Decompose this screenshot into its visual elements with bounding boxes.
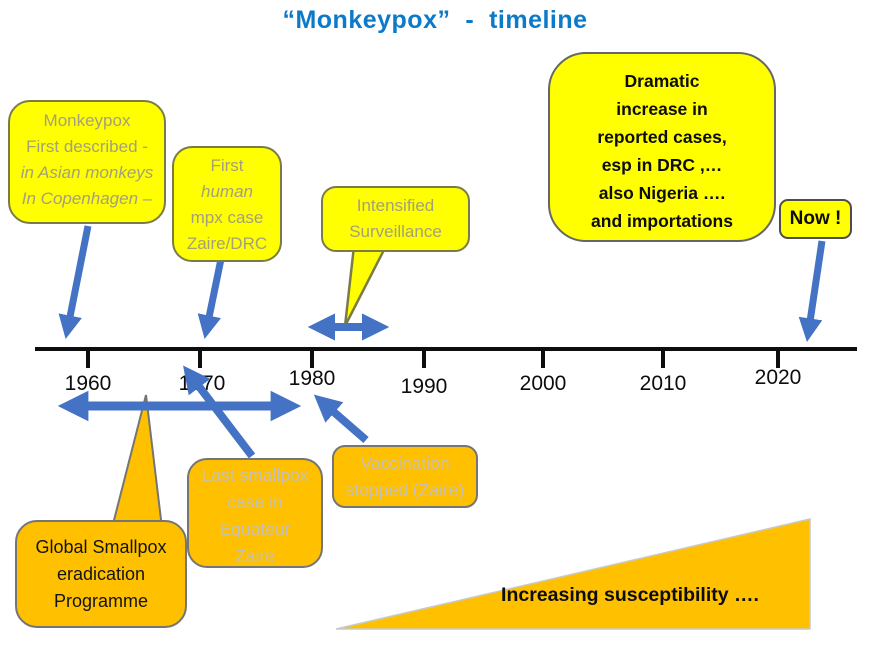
arrow-last-smallpox [183, 365, 256, 459]
callout-global-smallpox: Global Smallpox eradication Programme [15, 520, 187, 628]
callout-line: increase in [616, 99, 708, 119]
callout-first-human-case: First human mpx case Zaire/DRC [172, 146, 282, 262]
slide-title: “Monkeypox” - timeline [282, 6, 588, 34]
arrow-vaccination-stopped [313, 394, 369, 444]
callout-line: Monkeypox [43, 111, 131, 130]
timeline-tick [422, 347, 426, 368]
arrow-now [798, 240, 826, 343]
arrow-monkeypox-described [58, 225, 92, 340]
callout-line: in Asian monkeys [20, 163, 154, 182]
year-label: 1960 [64, 372, 112, 395]
callout-line: Zaire [235, 546, 275, 566]
callout-line: In Copenhagen – [21, 189, 153, 208]
callout-line: Intensified [356, 196, 435, 215]
timeline-tick [310, 347, 314, 368]
callout-line: also Nigeria …. [598, 183, 726, 203]
callout-line: First [210, 156, 244, 175]
year-label: 1980 [288, 367, 336, 390]
callout-line: human [201, 182, 253, 201]
arrow-first-human-case [197, 258, 225, 339]
callout-last-smallpox: Last smallpox case in Equateur Zaire [187, 458, 323, 568]
callout-vaccination-stopped: Vaccination stopped (Zaire) [332, 445, 478, 508]
callout-line: and importations [591, 211, 733, 231]
callout-line: mpx case [190, 208, 264, 227]
callout-intensified-surveillance: Intensified Surveillance [321, 186, 470, 252]
wedge-label: Increasing susceptibility …. [501, 584, 759, 606]
callout-line: esp in DRC ,… [601, 155, 723, 175]
callout-line: Programme [53, 591, 149, 611]
callout-now: Now ! [779, 199, 852, 239]
year-label: 2020 [754, 366, 802, 389]
callout-line: Last smallpox [201, 465, 309, 485]
callout-line: stopped (Zaire) [345, 480, 465, 500]
year-label: 2010 [639, 372, 687, 395]
callout-line: Surveillance [349, 222, 442, 241]
year-label: 2000 [519, 372, 567, 395]
callout-line: reported cases, [597, 127, 727, 147]
callout-line: eradication [56, 564, 146, 584]
callout-line: Global Smallpox [35, 537, 167, 557]
callout-line: First described - [26, 137, 148, 156]
timeline-tick [661, 347, 665, 368]
timeline-tick [541, 347, 545, 368]
timeline-axis [35, 347, 857, 351]
susceptibility-wedge [335, 518, 811, 630]
callout-line: Dramatic [624, 71, 700, 91]
timeline-tick [198, 347, 202, 368]
year-label: 1990 [400, 375, 448, 398]
timeline-tick [86, 347, 90, 368]
timeline-tick [776, 347, 780, 368]
callout-line: case in [227, 492, 283, 512]
callout-line: Zaire/DRC [186, 234, 268, 253]
callout-line: Vaccination [360, 453, 450, 473]
callout-monkeypox-described: Monkeypox First described - in Asian mon… [8, 100, 166, 224]
callout-line: Equateur [219, 519, 291, 539]
callout-dramatic-increase: Dramatic increase in reported cases, esp… [548, 52, 776, 242]
